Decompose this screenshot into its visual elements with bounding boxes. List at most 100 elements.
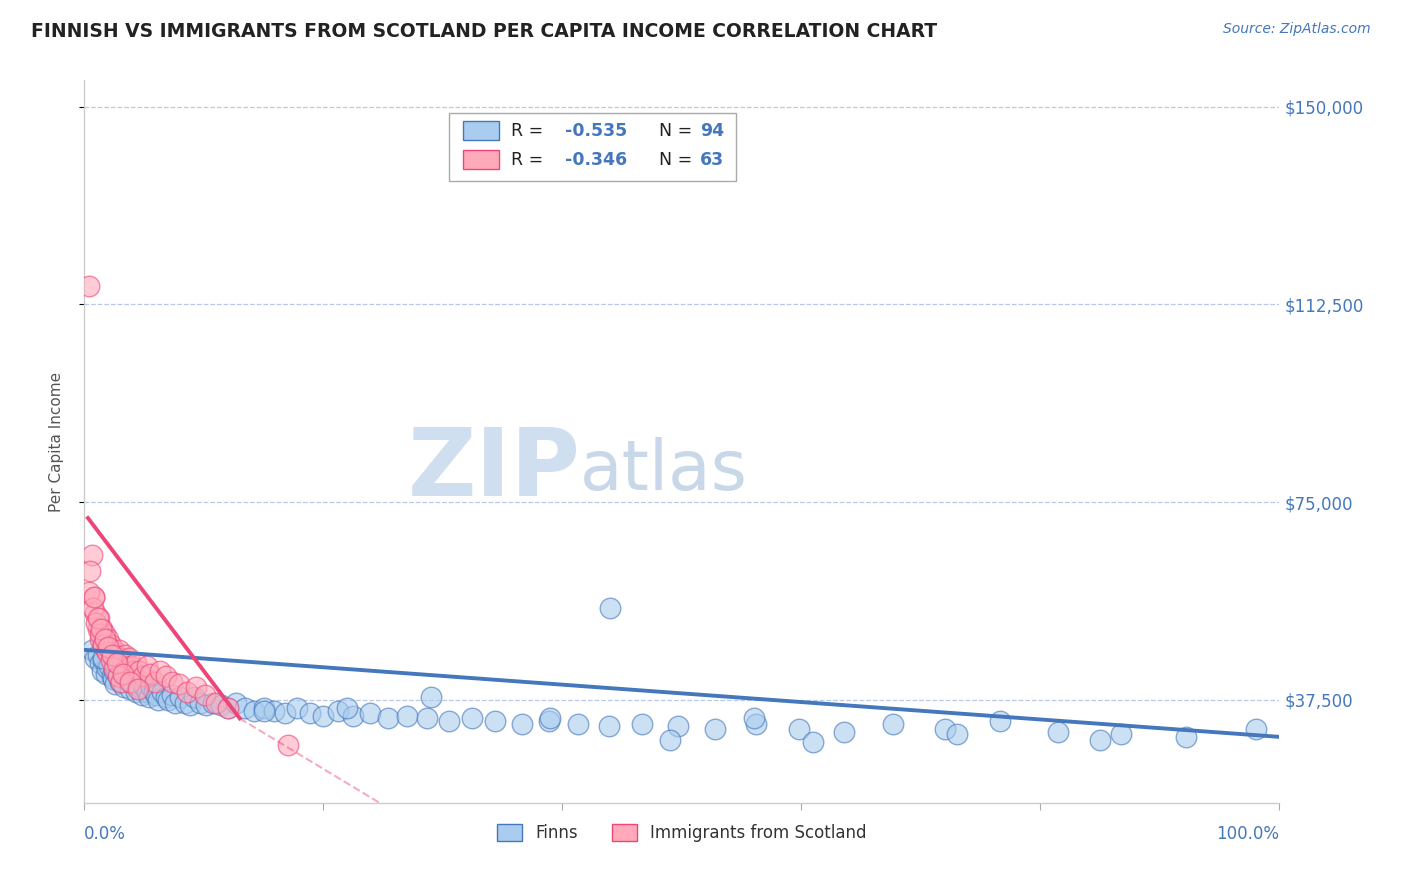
Point: [169, 690, 191, 705]
Point: [107, 669, 129, 683]
Text: FINNISH VS IMMIGRANTS FROM SCOTLAND PER CAPITA INCOME CORRELATION CHART: FINNISH VS IMMIGRANTS FROM SCOTLAND PER …: [31, 22, 936, 41]
Point: [107, 653, 129, 667]
Point: [132, 669, 155, 683]
Point: [312, 708, 335, 723]
Point: [96, 661, 118, 675]
Point: [108, 643, 131, 657]
Point: [510, 716, 533, 731]
Point: [101, 672, 124, 686]
Point: [253, 704, 276, 718]
Point: [263, 704, 285, 718]
Point: [934, 722, 956, 736]
Point: [110, 674, 132, 689]
Point: [173, 696, 195, 710]
Point: [86, 622, 108, 636]
Point: [138, 690, 160, 705]
Point: [80, 548, 103, 562]
Point: [93, 653, 115, 667]
Point: [148, 693, 170, 707]
Point: [115, 669, 138, 683]
Point: [125, 685, 148, 699]
Point: [1109, 727, 1132, 741]
Point: [105, 656, 128, 670]
Point: [188, 696, 211, 710]
Point: [184, 680, 207, 694]
Point: [110, 661, 132, 675]
Point: [160, 674, 183, 689]
Point: [117, 672, 139, 686]
Point: [122, 677, 145, 691]
Point: [97, 632, 120, 647]
Point: [93, 632, 115, 647]
Point: [155, 690, 177, 705]
Point: [128, 664, 150, 678]
Text: R =: R =: [510, 151, 548, 169]
Point: [342, 708, 364, 723]
Point: [120, 658, 142, 673]
Point: [157, 693, 180, 707]
Point: [90, 622, 112, 636]
Point: [120, 674, 142, 689]
Point: [135, 685, 157, 699]
Point: [86, 611, 108, 625]
Point: [111, 656, 134, 670]
Text: N =: N =: [648, 151, 699, 169]
Point: [77, 279, 100, 293]
Point: [104, 677, 127, 691]
Point: [704, 722, 727, 736]
Legend: Finns, Immigrants from Scotland: Finns, Immigrants from Scotland: [491, 817, 873, 848]
Point: [946, 727, 969, 741]
Point: [104, 648, 127, 662]
Point: [988, 714, 1011, 728]
Point: [87, 611, 110, 625]
Point: [107, 669, 129, 683]
Point: [803, 735, 825, 749]
Point: [83, 590, 105, 604]
Text: -0.535: -0.535: [565, 122, 627, 140]
Point: [125, 656, 148, 670]
Point: [1175, 730, 1198, 744]
Point: [84, 606, 107, 620]
Point: [98, 658, 121, 673]
Point: [94, 666, 117, 681]
Point: [742, 711, 765, 725]
Point: [135, 658, 157, 673]
Point: [98, 640, 121, 655]
Point: [277, 738, 299, 752]
Point: [142, 685, 165, 699]
Point: [460, 711, 482, 725]
Point: [131, 688, 153, 702]
Point: [150, 685, 173, 699]
Point: [100, 653, 122, 667]
Point: [91, 664, 114, 678]
Point: [176, 685, 198, 699]
Point: [666, 719, 689, 733]
Text: atlas: atlas: [581, 437, 748, 504]
Point: [195, 698, 218, 713]
Point: [114, 648, 136, 662]
Point: [194, 688, 217, 702]
Point: [420, 690, 443, 705]
Point: [94, 643, 117, 657]
Point: [104, 658, 127, 673]
Point: [84, 650, 107, 665]
Point: [77, 585, 100, 599]
Point: [110, 650, 132, 665]
Point: [285, 701, 308, 715]
Point: [93, 627, 115, 641]
Point: [631, 716, 654, 731]
Text: 63: 63: [700, 151, 724, 169]
Point: [233, 701, 256, 715]
Point: [111, 666, 134, 681]
Point: [253, 701, 276, 715]
Point: [274, 706, 297, 720]
Point: [103, 643, 125, 657]
Point: [96, 645, 118, 659]
Point: [1090, 732, 1112, 747]
Point: [103, 661, 125, 675]
Bar: [463, 121, 499, 140]
Point: [598, 719, 620, 733]
Point: [93, 638, 115, 652]
FancyBboxPatch shape: [449, 112, 735, 181]
Point: [101, 669, 124, 683]
